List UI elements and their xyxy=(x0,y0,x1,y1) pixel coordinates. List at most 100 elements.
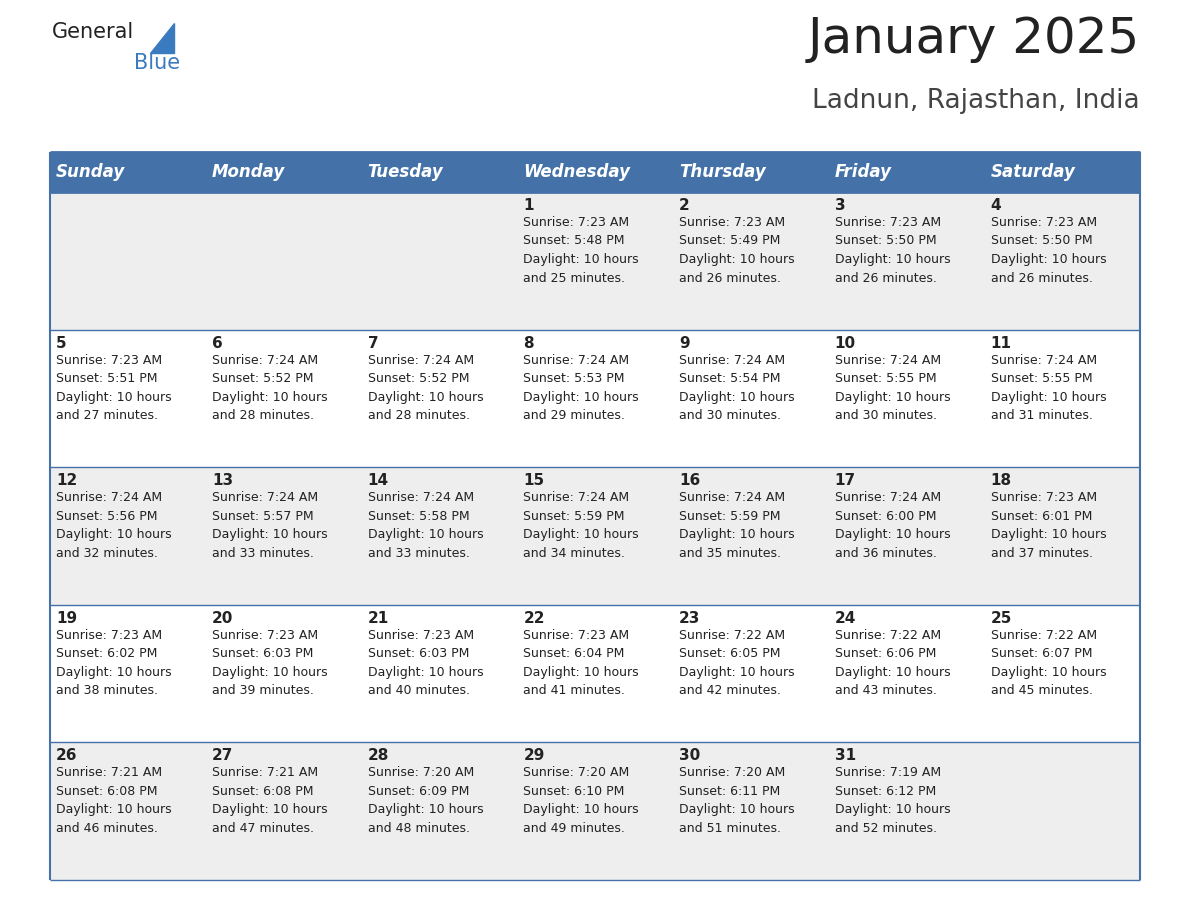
Bar xyxy=(672,605,828,743)
Text: Sunrise: 7:24 AM
Sunset: 5:57 PM
Daylight: 10 hours
and 33 minutes.: Sunrise: 7:24 AM Sunset: 5:57 PM Dayligh… xyxy=(211,491,328,560)
Bar xyxy=(828,743,985,880)
Text: 31: 31 xyxy=(835,748,855,764)
Text: Sunrise: 7:24 AM
Sunset: 5:59 PM
Daylight: 10 hours
and 35 minutes.: Sunrise: 7:24 AM Sunset: 5:59 PM Dayligh… xyxy=(680,491,795,560)
Text: January 2025: January 2025 xyxy=(808,15,1140,63)
Text: 20: 20 xyxy=(211,610,233,626)
Bar xyxy=(206,152,361,192)
Text: Sunrise: 7:24 AM
Sunset: 5:53 PM
Daylight: 10 hours
and 29 minutes.: Sunrise: 7:24 AM Sunset: 5:53 PM Dayligh… xyxy=(524,353,639,422)
Text: Sunrise: 7:23 AM
Sunset: 6:03 PM
Daylight: 10 hours
and 40 minutes.: Sunrise: 7:23 AM Sunset: 6:03 PM Dayligh… xyxy=(367,629,484,698)
Bar xyxy=(672,743,828,880)
Text: 14: 14 xyxy=(367,473,388,488)
Bar xyxy=(517,330,672,467)
Bar xyxy=(361,605,517,743)
Bar xyxy=(361,743,517,880)
Bar xyxy=(50,152,206,192)
Bar xyxy=(50,192,206,330)
Bar xyxy=(672,467,828,605)
Text: 13: 13 xyxy=(211,473,233,488)
Text: 17: 17 xyxy=(835,473,855,488)
Bar xyxy=(206,743,361,880)
Bar xyxy=(985,605,1140,743)
Text: Sunrise: 7:23 AM
Sunset: 5:51 PM
Daylight: 10 hours
and 27 minutes.: Sunrise: 7:23 AM Sunset: 5:51 PM Dayligh… xyxy=(56,353,172,422)
Bar xyxy=(828,605,985,743)
Text: 6: 6 xyxy=(211,336,222,351)
Bar xyxy=(50,743,206,880)
Text: 18: 18 xyxy=(991,473,1012,488)
Bar xyxy=(206,467,361,605)
Text: 30: 30 xyxy=(680,748,701,764)
Text: 3: 3 xyxy=(835,198,846,213)
Text: Blue: Blue xyxy=(134,53,181,73)
Text: 8: 8 xyxy=(524,336,533,351)
Text: Sunrise: 7:24 AM
Sunset: 6:00 PM
Daylight: 10 hours
and 36 minutes.: Sunrise: 7:24 AM Sunset: 6:00 PM Dayligh… xyxy=(835,491,950,560)
Bar xyxy=(361,192,517,330)
Bar xyxy=(828,330,985,467)
Text: 19: 19 xyxy=(56,610,77,626)
Text: Wednesday: Wednesday xyxy=(524,163,631,181)
Bar xyxy=(361,330,517,467)
Bar xyxy=(206,605,361,743)
Bar xyxy=(828,192,985,330)
Text: Friday: Friday xyxy=(835,163,892,181)
Text: 22: 22 xyxy=(524,610,545,626)
Text: Sunrise: 7:21 AM
Sunset: 6:08 PM
Daylight: 10 hours
and 47 minutes.: Sunrise: 7:21 AM Sunset: 6:08 PM Dayligh… xyxy=(211,767,328,834)
Text: Sunrise: 7:23 AM
Sunset: 5:50 PM
Daylight: 10 hours
and 26 minutes.: Sunrise: 7:23 AM Sunset: 5:50 PM Dayligh… xyxy=(835,216,950,285)
Text: 16: 16 xyxy=(680,473,701,488)
Text: 4: 4 xyxy=(991,198,1001,213)
Text: Sunrise: 7:21 AM
Sunset: 6:08 PM
Daylight: 10 hours
and 46 minutes.: Sunrise: 7:21 AM Sunset: 6:08 PM Dayligh… xyxy=(56,767,172,834)
Text: 7: 7 xyxy=(367,336,378,351)
Polygon shape xyxy=(150,23,173,53)
Text: 12: 12 xyxy=(56,473,77,488)
Bar xyxy=(361,467,517,605)
Text: 25: 25 xyxy=(991,610,1012,626)
Bar xyxy=(50,605,206,743)
Bar xyxy=(517,743,672,880)
Text: 9: 9 xyxy=(680,336,690,351)
Bar xyxy=(517,152,672,192)
Text: Sunrise: 7:24 AM
Sunset: 5:52 PM
Daylight: 10 hours
and 28 minutes.: Sunrise: 7:24 AM Sunset: 5:52 PM Dayligh… xyxy=(211,353,328,422)
Bar xyxy=(828,467,985,605)
Text: Ladnun, Rajasthan, India: Ladnun, Rajasthan, India xyxy=(813,88,1140,114)
Text: Sunrise: 7:24 AM
Sunset: 5:59 PM
Daylight: 10 hours
and 34 minutes.: Sunrise: 7:24 AM Sunset: 5:59 PM Dayligh… xyxy=(524,491,639,560)
Text: Monday: Monday xyxy=(211,163,285,181)
Text: 26: 26 xyxy=(56,748,77,764)
Text: Sunrise: 7:24 AM
Sunset: 5:56 PM
Daylight: 10 hours
and 32 minutes.: Sunrise: 7:24 AM Sunset: 5:56 PM Dayligh… xyxy=(56,491,172,560)
Bar xyxy=(985,467,1140,605)
Text: 24: 24 xyxy=(835,610,857,626)
Text: 5: 5 xyxy=(56,336,67,351)
Text: Sunrise: 7:24 AM
Sunset: 5:54 PM
Daylight: 10 hours
and 30 minutes.: Sunrise: 7:24 AM Sunset: 5:54 PM Dayligh… xyxy=(680,353,795,422)
Bar xyxy=(985,743,1140,880)
Text: Saturday: Saturday xyxy=(991,163,1075,181)
Text: Sunrise: 7:24 AM
Sunset: 5:58 PM
Daylight: 10 hours
and 33 minutes.: Sunrise: 7:24 AM Sunset: 5:58 PM Dayligh… xyxy=(367,491,484,560)
Text: 11: 11 xyxy=(991,336,1011,351)
Bar xyxy=(50,330,206,467)
Text: Sunrise: 7:22 AM
Sunset: 6:05 PM
Daylight: 10 hours
and 42 minutes.: Sunrise: 7:22 AM Sunset: 6:05 PM Dayligh… xyxy=(680,629,795,698)
Text: Sunrise: 7:23 AM
Sunset: 6:04 PM
Daylight: 10 hours
and 41 minutes.: Sunrise: 7:23 AM Sunset: 6:04 PM Dayligh… xyxy=(524,629,639,698)
Text: Sunrise: 7:24 AM
Sunset: 5:52 PM
Daylight: 10 hours
and 28 minutes.: Sunrise: 7:24 AM Sunset: 5:52 PM Dayligh… xyxy=(367,353,484,422)
Bar xyxy=(672,330,828,467)
Bar xyxy=(985,330,1140,467)
Bar xyxy=(206,330,361,467)
Text: Sunrise: 7:20 AM
Sunset: 6:09 PM
Daylight: 10 hours
and 48 minutes.: Sunrise: 7:20 AM Sunset: 6:09 PM Dayligh… xyxy=(367,767,484,834)
Text: 1: 1 xyxy=(524,198,533,213)
Text: Sunrise: 7:24 AM
Sunset: 5:55 PM
Daylight: 10 hours
and 31 minutes.: Sunrise: 7:24 AM Sunset: 5:55 PM Dayligh… xyxy=(991,353,1106,422)
Text: 10: 10 xyxy=(835,336,855,351)
Text: 21: 21 xyxy=(367,610,388,626)
Text: Sunrise: 7:24 AM
Sunset: 5:55 PM
Daylight: 10 hours
and 30 minutes.: Sunrise: 7:24 AM Sunset: 5:55 PM Dayligh… xyxy=(835,353,950,422)
Text: 23: 23 xyxy=(680,610,701,626)
Text: Sunrise: 7:19 AM
Sunset: 6:12 PM
Daylight: 10 hours
and 52 minutes.: Sunrise: 7:19 AM Sunset: 6:12 PM Dayligh… xyxy=(835,767,950,834)
Text: 27: 27 xyxy=(211,748,233,764)
Bar xyxy=(672,152,828,192)
Bar xyxy=(985,192,1140,330)
Bar xyxy=(517,605,672,743)
Text: Sunrise: 7:22 AM
Sunset: 6:06 PM
Daylight: 10 hours
and 43 minutes.: Sunrise: 7:22 AM Sunset: 6:06 PM Dayligh… xyxy=(835,629,950,698)
Text: Tuesday: Tuesday xyxy=(367,163,443,181)
Bar xyxy=(985,152,1140,192)
Text: Thursday: Thursday xyxy=(680,163,766,181)
Bar xyxy=(361,152,517,192)
Bar xyxy=(517,467,672,605)
Bar xyxy=(672,192,828,330)
Text: 29: 29 xyxy=(524,748,545,764)
Text: Sunrise: 7:20 AM
Sunset: 6:10 PM
Daylight: 10 hours
and 49 minutes.: Sunrise: 7:20 AM Sunset: 6:10 PM Dayligh… xyxy=(524,767,639,834)
Text: Sunrise: 7:23 AM
Sunset: 5:48 PM
Daylight: 10 hours
and 25 minutes.: Sunrise: 7:23 AM Sunset: 5:48 PM Dayligh… xyxy=(524,216,639,285)
